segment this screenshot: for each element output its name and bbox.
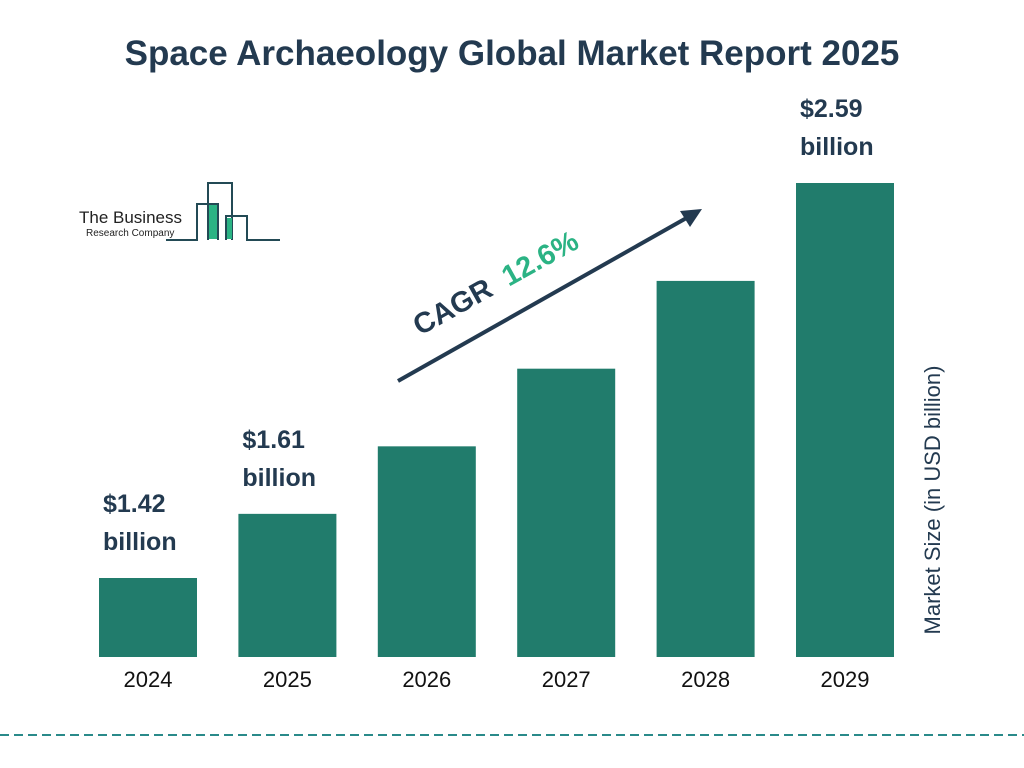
logo: The Business Research Company [79, 182, 280, 241]
data-label-unit: billion [242, 464, 316, 492]
logo-text-line2: Research Company [86, 228, 174, 239]
arrow-head-icon [680, 209, 702, 227]
logo-text-line1: The Business [79, 208, 182, 227]
cagr-annotation: CAGR 12.6% [397, 209, 702, 383]
data-label-unit: billion [800, 133, 874, 161]
bar-2025 [238, 513, 337, 657]
x-tick-label: 2029 [821, 667, 870, 692]
data-label-value: $1.61 [242, 426, 305, 454]
bar-2028 [656, 280, 755, 657]
chart-title: Space Archaeology Global Market Report 2… [124, 34, 900, 73]
data-label-value: $2.59 [800, 95, 863, 123]
x-tick-label: 2027 [542, 667, 591, 692]
x-tick-label: 2028 [681, 667, 730, 692]
y-axis-label: Market Size (in USD billion) [920, 366, 945, 635]
bar-2027 [517, 368, 616, 657]
bar-2029 [796, 183, 894, 657]
x-tick-label: 2025 [263, 667, 312, 692]
x-tick-label: 2026 [402, 667, 451, 692]
x-tick-label: 2024 [124, 667, 173, 692]
data-label-unit: billion [103, 528, 177, 556]
data-label-value: $1.42 [103, 490, 166, 518]
bar-2026 [377, 446, 476, 657]
bar-2024 [99, 578, 197, 657]
